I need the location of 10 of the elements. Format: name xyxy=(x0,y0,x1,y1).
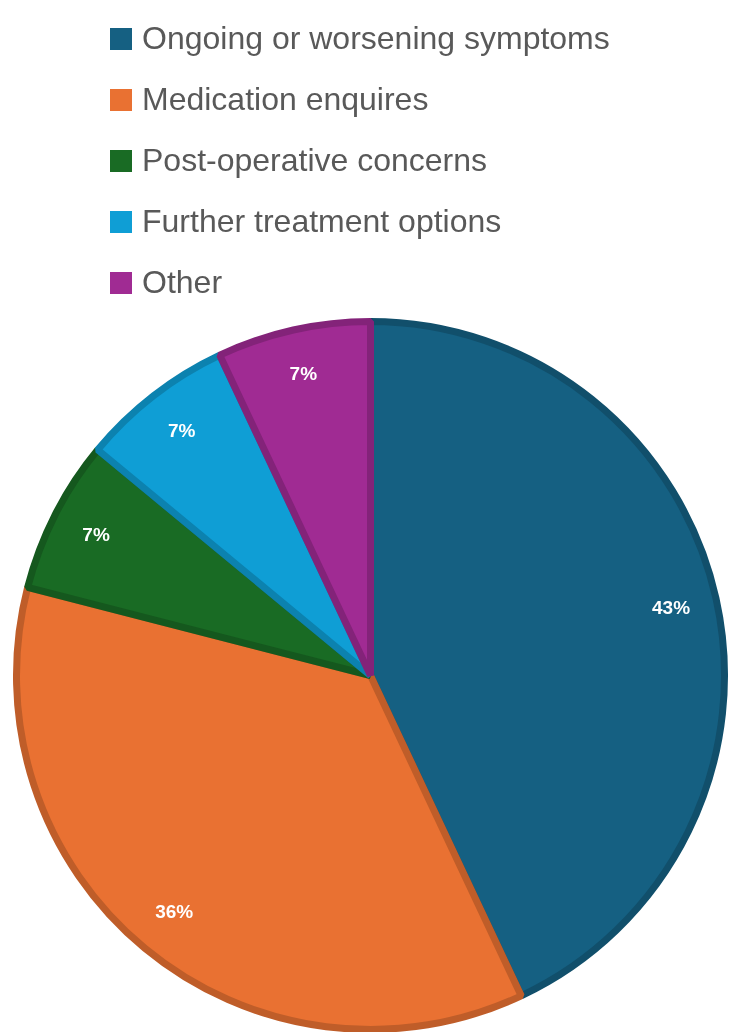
legend-label: Post-operative concerns xyxy=(142,142,488,179)
data-label: 7% xyxy=(168,420,196,442)
data-label: 7% xyxy=(289,363,318,385)
data-label: 43% xyxy=(652,596,691,618)
data-label: 7% xyxy=(82,523,110,545)
data-label: 36% xyxy=(155,901,194,923)
legend-label: Further treatment options xyxy=(142,203,502,240)
legend-label: Ongoing or worsening symptoms xyxy=(142,20,610,57)
legend-label: Medication enquires xyxy=(142,81,429,118)
legend-label: Other xyxy=(142,264,223,301)
